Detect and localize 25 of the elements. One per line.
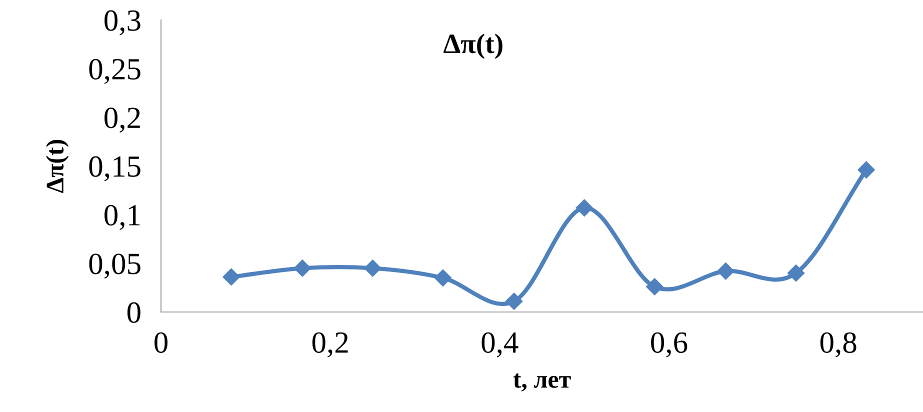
y-axis-title: Δπ(t) [46, 140, 69, 193]
x-tick-label: 0,4 [482, 332, 518, 358]
x-axis-title: t, лет [513, 374, 571, 392]
y-tick-label: 0,05 [89, 254, 140, 279]
point [434, 269, 452, 286]
x-tick-label: 0 [154, 332, 168, 353]
point [222, 268, 240, 286]
x-tick-label: 0,2 [312, 332, 348, 358]
point [717, 262, 734, 280]
y-tick-label: 0,25 [89, 58, 140, 84]
chart-title: Δπ(t) [444, 34, 502, 59]
y-tick-label: 0,2 [104, 108, 140, 133]
y-tick-label: 0 [127, 302, 140, 323]
point [576, 199, 593, 216]
point [294, 260, 311, 277]
y-tick-label: 0,15 [89, 156, 140, 182]
y-tick-label: 0,1 [104, 204, 140, 230]
point [858, 161, 875, 178]
y-tick-label: 0,3 [104, 10, 140, 36]
x-tick-label: 0,8 [820, 332, 856, 358]
x-tick-label: 0,6 [651, 332, 688, 358]
point [646, 278, 664, 296]
point [787, 264, 805, 282]
point [506, 292, 523, 310]
point [364, 260, 382, 277]
